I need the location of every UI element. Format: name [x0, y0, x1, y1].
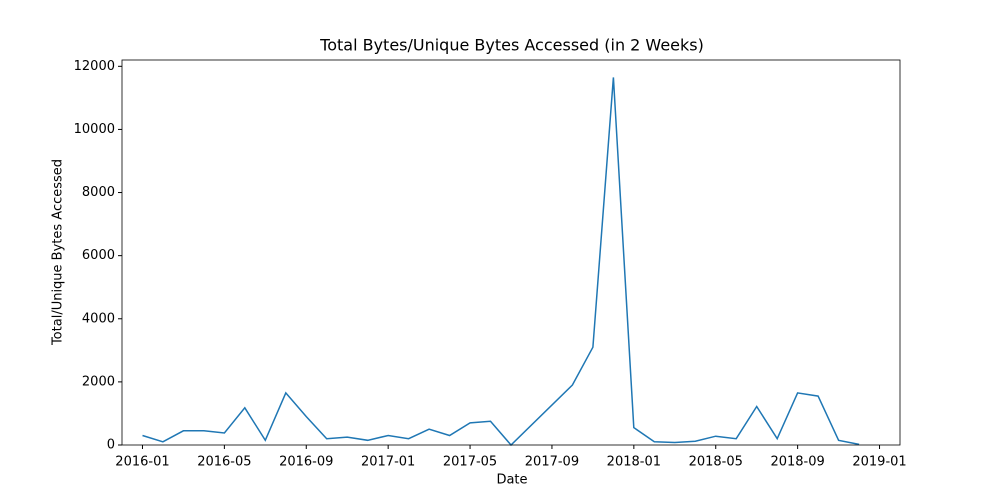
plot-frame: [121, 59, 901, 446]
y-tick-label: 0: [107, 438, 115, 453]
x-tick-label: 2016-09: [279, 455, 333, 470]
x-tick-label: 2018-05: [689, 455, 743, 470]
x-tick-label: 2019-01: [852, 455, 906, 470]
y-tick-label: 12000: [74, 59, 115, 74]
y-axis-label: Total/Unique Bytes Accessed: [51, 159, 66, 346]
x-tick-label: 2017-05: [443, 455, 497, 470]
chart-title: Total Bytes/Unique Bytes Accessed (in 2 …: [319, 36, 704, 55]
x-tick-label: 2017-09: [525, 455, 579, 470]
y-tick-label: 8000: [82, 185, 115, 200]
data-line: [142, 77, 860, 447]
x-axis-label: Date: [496, 473, 527, 488]
y-tick-label: 4000: [82, 311, 115, 326]
x-tick-label: 2016-05: [197, 455, 251, 470]
y-tick-label: 6000: [82, 248, 115, 263]
x-tick-label: 2016-01: [115, 455, 169, 470]
y-tick-label: 2000: [82, 374, 115, 389]
x-tick-label: 2018-01: [607, 455, 661, 470]
y-tick-label: 10000: [74, 122, 115, 137]
x-tick-label: 2017-01: [361, 455, 415, 470]
x-tick-label: 2018-09: [770, 455, 824, 470]
